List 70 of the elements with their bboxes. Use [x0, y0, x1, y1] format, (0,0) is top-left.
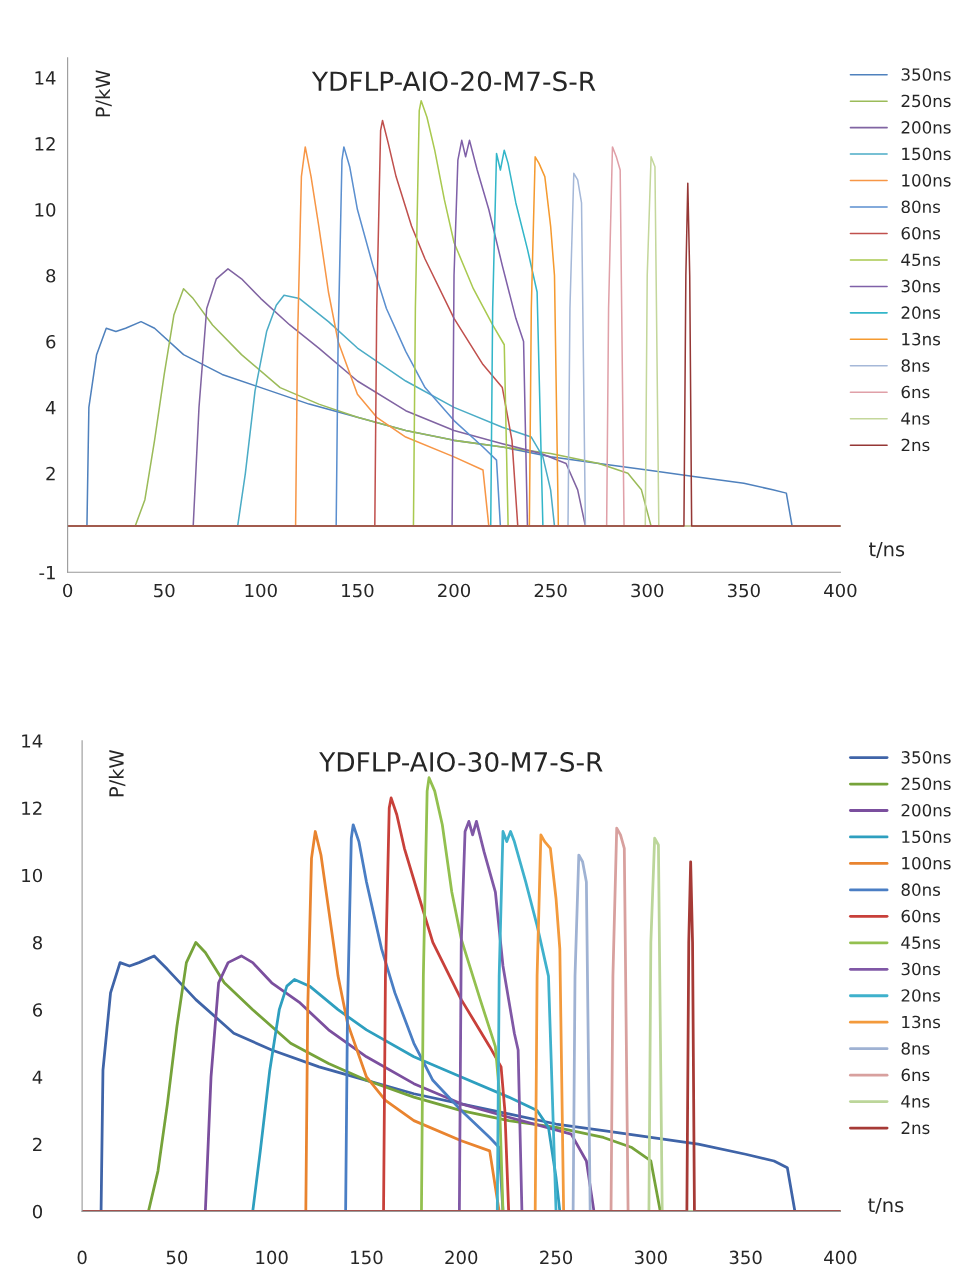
legend-label: 350ns [901, 68, 951, 81]
chart-title: YDFLP-AIO-20-M7-S-R [311, 71, 596, 92]
x-tick-label: 400 [824, 1250, 857, 1265]
legend-label: 250ns [901, 94, 951, 108]
legend-label: 30ns [901, 279, 941, 293]
legend-label: 6ns [901, 1068, 930, 1082]
legend-label: 2ns [901, 1121, 930, 1135]
y-axis-title: P/kW [95, 70, 112, 117]
legend-label: 60ns [901, 909, 941, 923]
legend-label: 8ns [901, 359, 930, 372]
x-tick-label: 150 [342, 583, 374, 598]
legend-label: 60ns [901, 226, 941, 240]
y-tick-label: 10 [22, 868, 43, 883]
y-tick-label: 10 [35, 203, 56, 217]
legend-label: 200ns [901, 121, 951, 134]
x-tick-label: 300 [631, 583, 664, 598]
y-tick-label: 2 [46, 466, 55, 481]
legend-label: 100ns [902, 856, 951, 870]
x-tick-label: 350 [727, 583, 760, 598]
x-axis-title: t/ns [869, 542, 905, 558]
legend-label: 80ns [901, 200, 941, 214]
legend-label: 6ns [901, 385, 930, 399]
y-tick-label: 8 [46, 268, 56, 283]
x-axis-title: t/ns [868, 1197, 904, 1214]
x-tick-label: 350 [729, 1250, 762, 1265]
y-tick-label: 2 [33, 1137, 42, 1152]
y-tick-label: 14 [22, 734, 43, 748]
x-tick-label: 150 [351, 1250, 383, 1265]
legend-label: 80ns [901, 883, 941, 896]
legend-label: 200ns [901, 803, 951, 817]
x-tick-label: 50 [166, 1250, 188, 1265]
legend-label: 13ns [902, 332, 941, 346]
x-tick-label: 200 [445, 1250, 478, 1265]
x-tick-label: 50 [154, 583, 175, 598]
x-tick-label: 0 [63, 583, 73, 598]
legend-label: 150ns [902, 147, 951, 161]
y-tick-label: 6 [32, 1003, 43, 1017]
legend-label: 350ns [901, 751, 951, 764]
x-tick-label: 250 [540, 1250, 573, 1265]
legend-label: 45ns [901, 936, 941, 949]
y-tick-label: 8 [32, 935, 42, 950]
legend-label: 2ns [901, 438, 930, 452]
legend-label: 20ns [901, 306, 941, 319]
legend-label: 20ns [901, 989, 941, 1002]
y-axis-title: P/kW [108, 749, 126, 797]
y-tick-label: 6 [46, 334, 56, 349]
legend-label: 13ns [902, 1015, 941, 1029]
chart-title: YDFLP-AIO-30-M7-S-R [319, 751, 603, 772]
x-tick-label: 400 [824, 583, 857, 598]
x-tick-label: 200 [438, 583, 471, 598]
legend-label: 4ns [901, 412, 930, 425]
legend-label: 150ns [902, 830, 951, 844]
y-tick-label: -1 [39, 565, 55, 580]
legend-label: 4ns [901, 1095, 930, 1108]
x-tick-label: 100 [256, 1250, 288, 1265]
x-tick-label: 0 [77, 1250, 87, 1265]
x-tick-label: 100 [245, 583, 277, 598]
y-tick-label: 12 [35, 137, 55, 151]
legend-label: 100ns [902, 174, 951, 187]
x-tick-label: 300 [634, 1250, 667, 1265]
y-tick-label: 0 [32, 1204, 43, 1219]
x-tick-label: 250 [534, 583, 567, 598]
legend-label: 250ns [901, 777, 951, 791]
y-tick-label: 14 [35, 71, 56, 85]
y-tick-label: 12 [22, 801, 42, 815]
legend-label: 30ns [901, 962, 941, 976]
legend-label: 45ns [901, 253, 941, 267]
y-tick-label: 4 [45, 401, 56, 415]
legend-label: 8ns [901, 1042, 930, 1055]
y-tick-label: 4 [32, 1070, 43, 1084]
